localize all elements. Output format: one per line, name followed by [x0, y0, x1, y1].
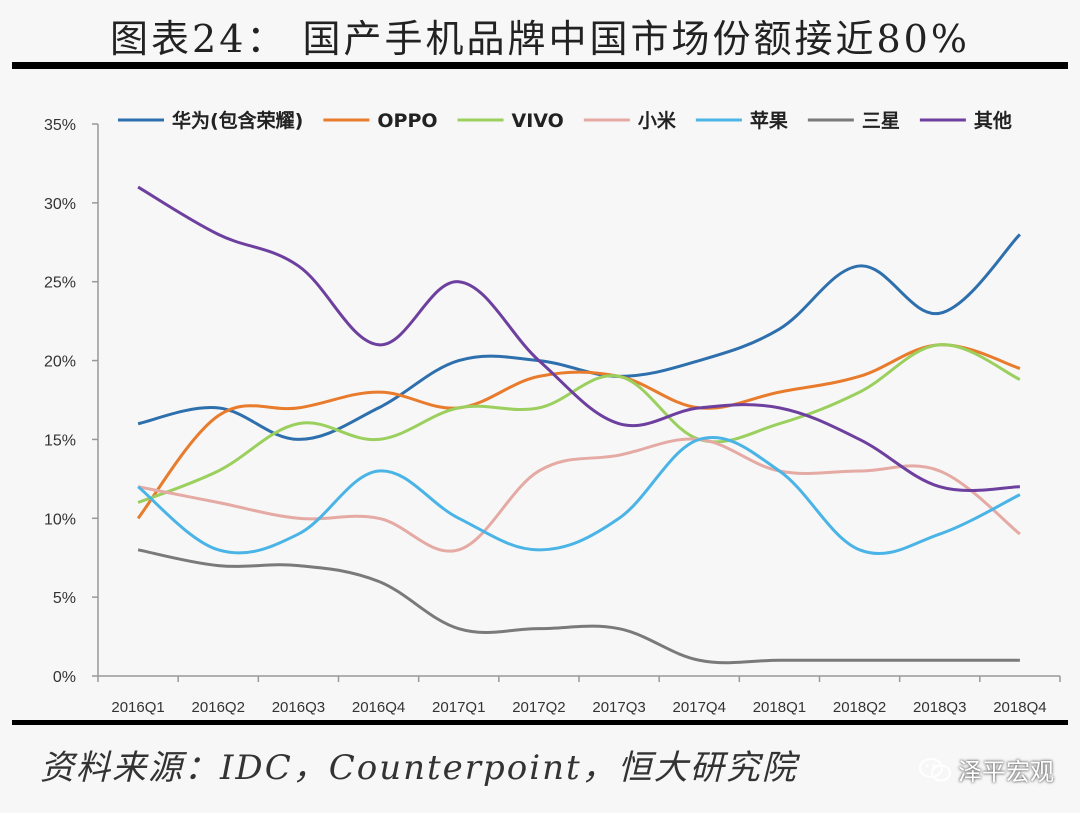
legend-label: 华为(包含荣耀) — [172, 109, 303, 132]
y-tick-label: 25% — [44, 275, 76, 292]
wechat-icon — [919, 757, 951, 781]
y-tick-label: 35% — [44, 117, 76, 134]
series-line-1 — [136, 343, 1021, 520]
x-tick-label: 2017Q3 — [592, 699, 645, 716]
legend-label: 三星 — [862, 110, 900, 132]
source-note: 资料来源：IDC，Counterpoint，恒大研究院 — [40, 748, 798, 788]
x-tick-label: 2018Q3 — [913, 699, 966, 716]
line-chart: 0% 5% 10% 15% 20% 25% 30% 35% 2016Q1 2016Q2 2016Q3… — [44, 109, 1061, 716]
watermark: 泽平宏观 — [918, 752, 1054, 787]
series-line-2 — [137, 343, 1021, 504]
legend-label: 其他 — [974, 109, 1012, 132]
x-tick-label: 2016Q4 — [352, 699, 405, 716]
y-tick-label: 20% — [44, 354, 76, 371]
chart-title: 图表24： 国产手机品牌中国市场份额接近80% — [110, 17, 970, 61]
series-line-3 — [137, 437, 1021, 553]
series-line-6 — [137, 185, 1020, 492]
legend-label: OPPO — [377, 110, 437, 132]
legend-label: VIVO — [512, 110, 564, 132]
x-tick-label: 2016Q1 — [111, 699, 164, 716]
x-tick-label: 2016Q2 — [192, 699, 245, 716]
x-tick-label: 2018Q1 — [753, 699, 806, 716]
y-tick-label: 0% — [53, 669, 76, 686]
y-tick-label: 10% — [44, 511, 76, 528]
legend-label: 小米 — [638, 109, 677, 132]
x-tick-label: 2016Q3 — [272, 699, 325, 716]
x-tick-label: 2018Q2 — [833, 699, 886, 716]
y-tick-label: 30% — [44, 196, 76, 213]
watermark-text: 泽平宏观 — [958, 758, 1054, 786]
x-tick-label: 2018Q4 — [993, 699, 1046, 716]
x-tick-label: 2017Q1 — [432, 699, 485, 716]
series-line-5 — [137, 548, 1020, 665]
x-tick-label: 2017Q2 — [512, 699, 565, 716]
y-tick-label: 15% — [44, 432, 76, 449]
bottom-rule — [12, 720, 1068, 725]
x-tick-label: 2017Q4 — [673, 699, 726, 716]
top-rule — [12, 62, 1068, 69]
series-line-4 — [137, 436, 1021, 556]
y-tick-label: 5% — [53, 590, 76, 607]
legend-label: 苹果 — [750, 109, 788, 132]
